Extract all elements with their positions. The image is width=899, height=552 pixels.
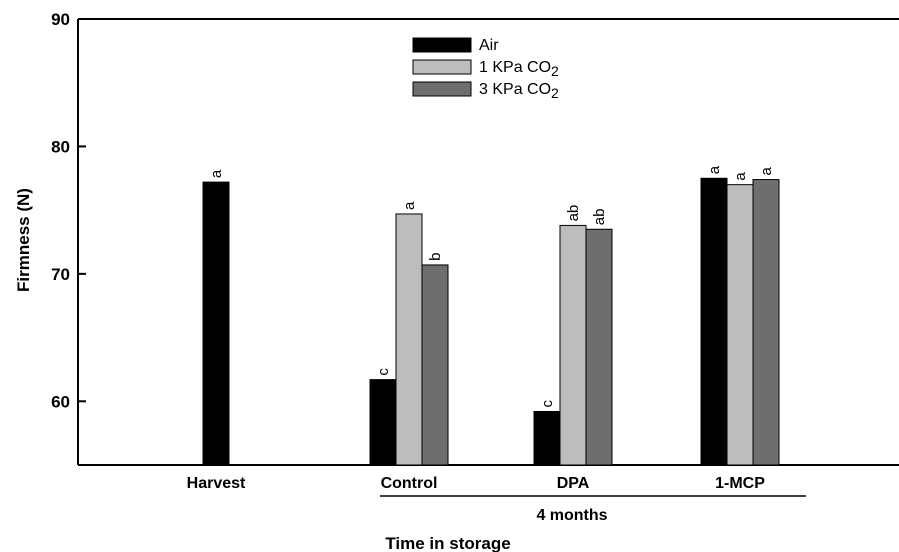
bar-control-series-2 xyxy=(421,264,449,466)
x-axis: Harvest Control DPA 1-MCP xyxy=(187,475,806,497)
legend-label: Air xyxy=(479,37,499,54)
y-tick-label: 60 xyxy=(51,392,70,411)
significance-label: a xyxy=(732,172,749,181)
legend-swatch xyxy=(412,81,472,97)
significance-label: b xyxy=(427,253,444,261)
legend-label: 1 KPa CO2 xyxy=(479,59,559,79)
significance-label: c xyxy=(539,399,556,407)
significance-label: a xyxy=(706,165,723,174)
significance-label: c xyxy=(375,368,392,376)
bar-dpa-series-2 xyxy=(585,228,613,466)
bar-control-series-0 xyxy=(369,379,397,466)
bar-1-mcp-series-1 xyxy=(726,184,754,466)
y-axis-title: Firmness (N) xyxy=(14,188,33,292)
bar-1-mcp-series-2 xyxy=(752,179,780,466)
legend-swatch xyxy=(412,37,472,53)
significance-label: ab xyxy=(565,205,582,222)
significance-label: a xyxy=(208,169,225,178)
legend-label: 3 KPa CO2 xyxy=(479,81,559,101)
legend-swatch xyxy=(412,59,472,75)
bar-control-series-1 xyxy=(395,213,423,466)
y-axis: 60 70 80 90 xyxy=(51,10,86,411)
bars xyxy=(202,177,780,466)
x-axis-title: Time in storage xyxy=(385,534,510,552)
x-category-label: 1-MCP xyxy=(715,475,765,492)
x-category-label: DPA xyxy=(557,475,590,492)
x-category-label: Control xyxy=(381,475,438,492)
bar-harvest-series-0 xyxy=(202,181,230,466)
y-tick-label: 70 xyxy=(51,265,70,284)
bar-1-mcp-series-0 xyxy=(700,177,728,466)
significance-label: ab xyxy=(591,209,608,226)
bar-dpa-series-1 xyxy=(559,224,587,466)
bar-dpa-series-0 xyxy=(533,410,561,466)
x-category-label: Harvest xyxy=(187,475,246,492)
significance-label: a xyxy=(758,167,775,176)
y-tick-label: 80 xyxy=(51,137,70,156)
significance-label: a xyxy=(401,201,418,210)
group-label: 4 months xyxy=(536,507,607,524)
y-tick-label: 90 xyxy=(51,10,70,29)
